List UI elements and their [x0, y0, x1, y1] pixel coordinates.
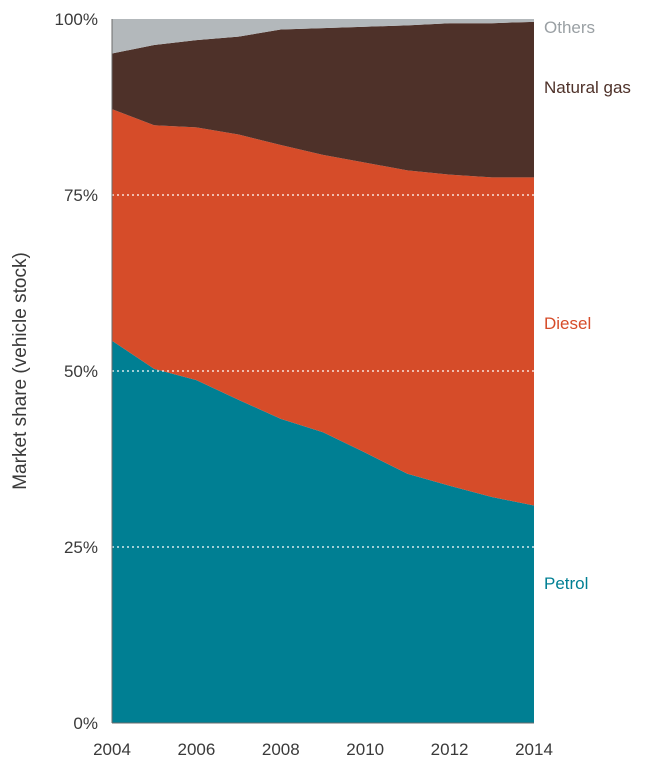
area-layer: [112, 19, 534, 723]
y-tick-label: 0%: [73, 714, 98, 733]
y-tick-label: 75%: [64, 186, 98, 205]
x-tick-label: 2014: [515, 740, 553, 759]
y-axis-label: Market share (vehicle stock): [10, 252, 31, 490]
area-petrol: [112, 340, 534, 723]
series-labels: Petrol Diesel Natural gas Others: [544, 18, 631, 593]
area-natural-gas: [112, 21, 534, 178]
series-label-others: Others: [544, 18, 595, 37]
area-diesel: [112, 109, 534, 506]
axes: 0% 25% 50% 75% 100% 2004 2006 2008 2010 2012 2014: [55, 10, 553, 759]
x-tick-label: 2006: [177, 740, 215, 759]
gridlines: [112, 194, 534, 548]
series-label-natural-gas: Natural gas: [544, 78, 631, 97]
x-tick-label: 2010: [346, 740, 384, 759]
y-tick-label: 25%: [64, 538, 98, 557]
y-tick-label: 50%: [64, 362, 98, 381]
area-others: [112, 19, 534, 54]
series-label-diesel: Diesel: [544, 314, 591, 333]
x-tick-label: 2004: [93, 740, 131, 759]
series-label-petrol: Petrol: [544, 574, 588, 593]
x-tick-label: 2008: [262, 740, 300, 759]
x-tick-label: 2012: [431, 740, 469, 759]
y-tick-label: 100%: [55, 10, 98, 29]
